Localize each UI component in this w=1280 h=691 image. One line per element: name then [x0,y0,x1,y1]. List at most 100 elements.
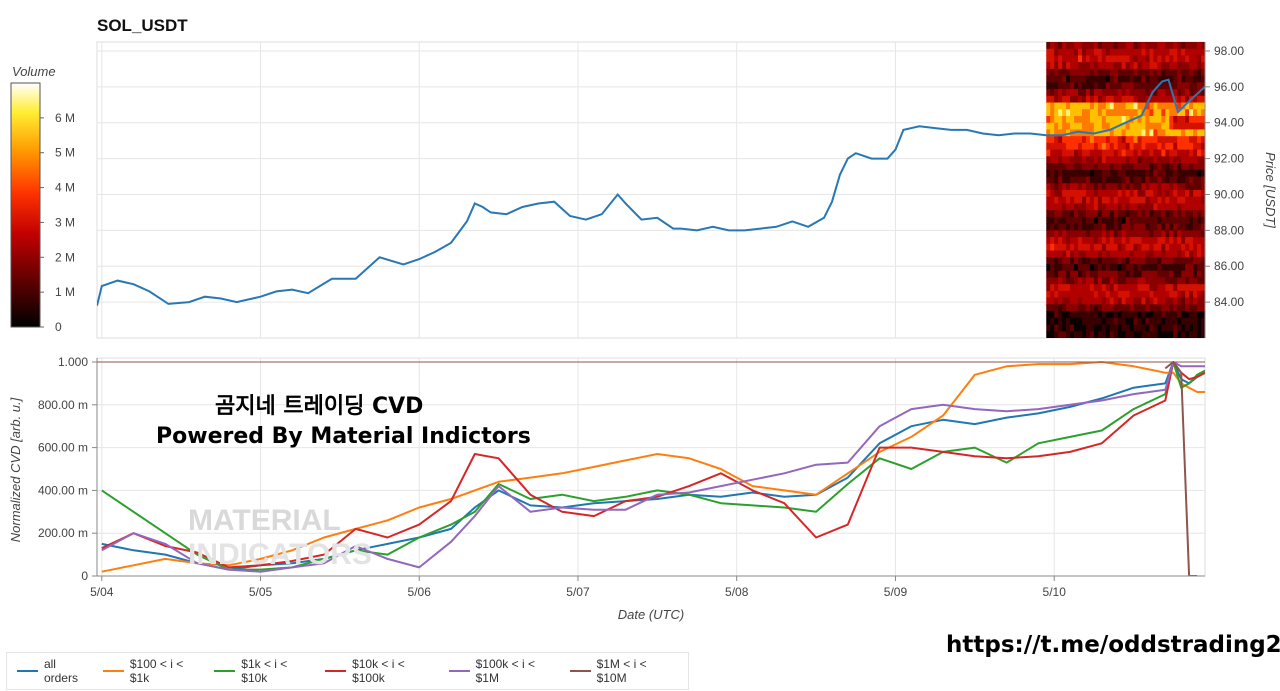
heatmap-cell [1113,169,1119,178]
heatmap-cell [1165,216,1170,225]
heatmap-cell [1133,297,1139,305]
heatmap-cell [1145,48,1151,57]
legend-item[interactable]: $10k < i < $100k [325,657,437,685]
heatmap-cell [1105,196,1111,205]
heatmap-cell [1153,129,1158,137]
heatmap-cell [1137,95,1143,104]
heatmap-cell [1149,122,1155,131]
heatmap-cell [1169,42,1174,50]
heatmap-cell [1161,304,1166,312]
heatmap-cell [1109,163,1115,171]
telegram-link[interactable]: https://t.me/oddstrading2 [946,632,1280,658]
heatmap-cell [1101,163,1107,171]
heatmap-cell [1101,95,1107,104]
legend-item[interactable]: $100k < i < $1M [448,657,558,685]
heatmap-cell [1165,203,1170,211]
heatmap-cell [1113,264,1119,272]
heatmap-cell [1133,243,1139,252]
heatmap-cell [1165,122,1170,131]
heatmap-cell [1153,237,1158,245]
heatmap-cell [1149,116,1155,124]
heatmap-cell [1117,190,1123,198]
heatmap-cell [1141,75,1147,83]
heatmap-cell [1074,210,1079,218]
legend-item[interactable]: $100 < i < $1k [102,657,202,685]
heatmap-cell [1125,42,1131,50]
heatmap-cell [1085,324,1091,332]
heatmap-cell [1145,216,1151,225]
heatmap-cell [1161,136,1166,144]
heatmap-cell [1046,317,1051,326]
heatmap-cell [1173,82,1178,90]
legend-item[interactable]: all orders [17,657,91,685]
heatmap-cell [1133,176,1139,184]
heatmap-cell [1161,95,1166,104]
heatmap-cell [1177,122,1182,131]
heatmap-cell [1129,264,1135,272]
heatmap-cell [1201,109,1205,117]
heatmap-cell [1169,250,1174,258]
heatmap-cell [1153,270,1158,279]
heatmap-cell [1165,116,1170,124]
heatmap-cell [1173,190,1178,198]
heatmap-cell [1109,176,1115,184]
heatmap-cell [1074,290,1079,299]
heatmap-cell [1201,55,1205,63]
heatmap-cell [1177,129,1182,137]
heatmap-cell [1153,136,1158,144]
heatmap-cell [1089,48,1095,57]
heatmap-cell [1125,304,1131,312]
heatmap-cell [1169,297,1174,305]
heatmap-cell [1093,216,1099,225]
heatmap-cell [1109,82,1115,90]
heatmap-cell [1070,317,1075,326]
heatmap-cell [1085,311,1091,319]
heatmap-cell [1105,284,1111,292]
heatmap-cell [1054,297,1059,305]
heatmap-cell [1074,324,1079,332]
heatmap-cell [1145,156,1151,164]
heatmap-cell [1169,55,1174,63]
heatmap-cell [1089,163,1095,171]
heatmap-cell [1117,142,1123,151]
heatmap-cell [1054,311,1059,319]
heatmap-cell [1070,203,1075,211]
price-tick-label: 90.00 [1214,187,1244,201]
heatmap-cell [1201,163,1205,171]
heatmap-cell [1097,284,1103,292]
heatmap-cell [1050,183,1055,191]
heatmap-cell [1161,68,1166,77]
heatmap-cell [1058,116,1063,124]
heatmap-cell [1121,163,1127,171]
heatmap-cell [1117,230,1123,238]
heatmap-cell [1081,250,1087,258]
heatmap-cell [1165,48,1170,57]
heatmap-cell [1062,129,1067,137]
heatmap-cell [1185,156,1190,164]
heatmap-cell [1058,82,1063,90]
heatmap-cell [1062,270,1067,279]
legend-item[interactable]: $1k < i < $10k [214,657,313,685]
heatmap-cell [1157,297,1162,305]
heatmap-cell [1121,311,1127,319]
heatmap-cell [1074,216,1079,225]
heatmap-cell [1058,68,1063,77]
heatmap-cell [1050,142,1055,151]
heatmap-cell [1133,264,1139,272]
heatmap-cell [1185,163,1190,171]
heatmap-cell [1181,82,1186,90]
heatmap-cell [1121,149,1127,157]
legend-item[interactable]: $1M < i < $10M [569,657,676,685]
heatmap-cell [1101,75,1107,83]
heatmap-cell [1109,297,1115,305]
heatmap-cell [1078,257,1083,265]
heatmap-cell [1062,317,1067,326]
heatmap-cell [1046,190,1051,198]
heatmap-cell [1197,156,1202,164]
heatmap-cell [1197,203,1202,211]
heatmap-cell [1105,311,1111,319]
heatmap-cell [1070,48,1075,57]
heatmap-cell [1129,42,1135,50]
heatmap-cell [1074,116,1079,124]
heatmap-cell [1201,169,1205,178]
